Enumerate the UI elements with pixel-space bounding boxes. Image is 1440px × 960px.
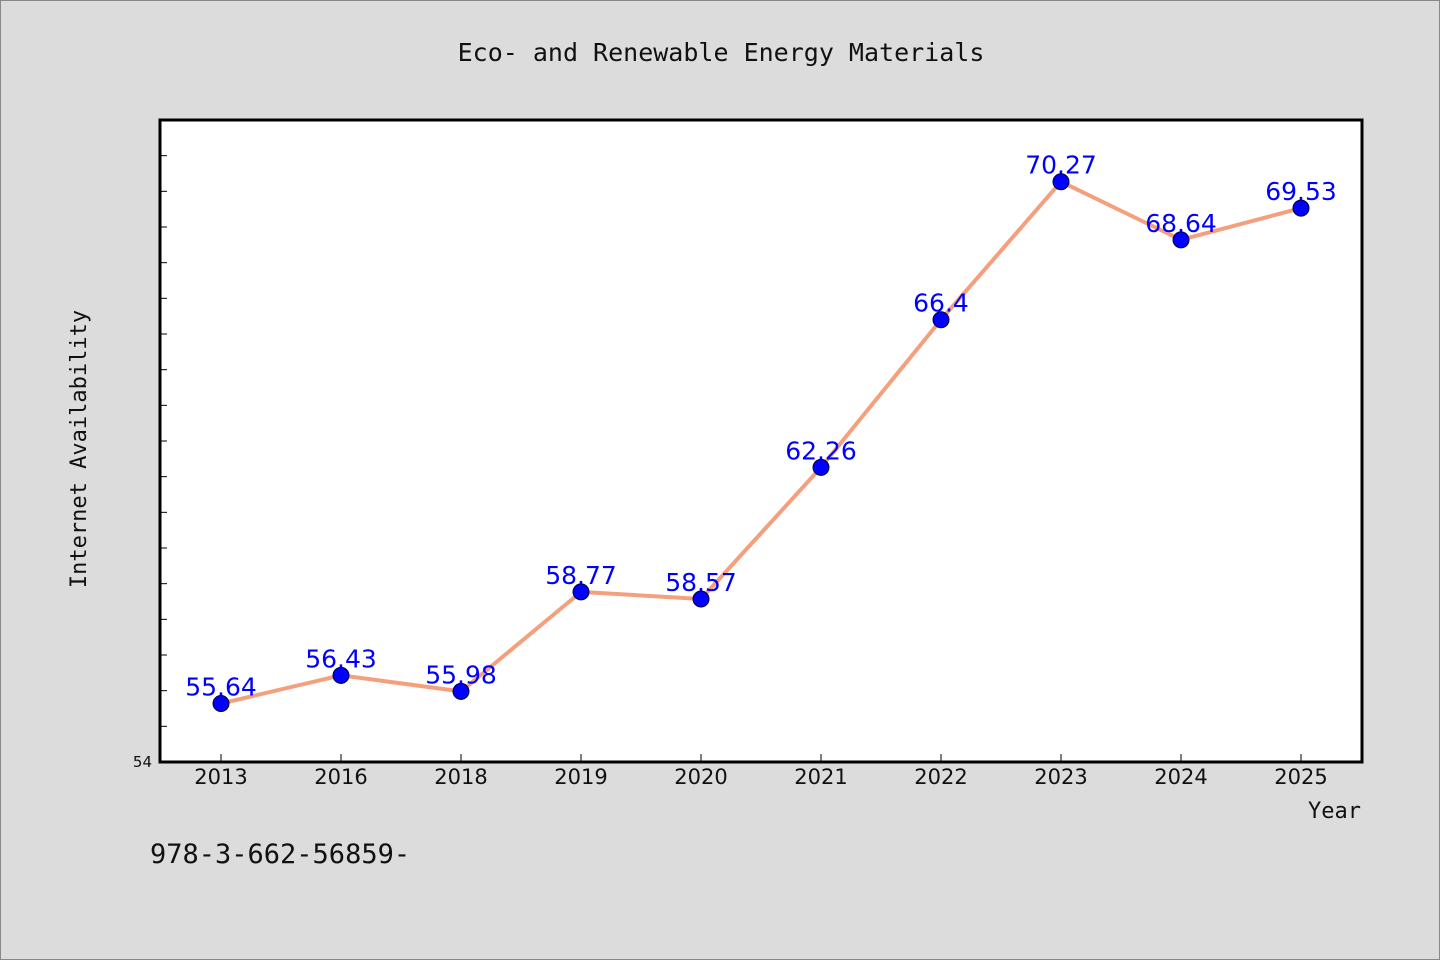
x-tick-label: 2024	[1154, 765, 1207, 789]
footer-text: 978-3-662-56859-	[150, 839, 410, 870]
x-tick-label: 2025	[1274, 765, 1327, 789]
x-tick-label: 2020	[674, 765, 727, 789]
data-point	[1172, 231, 1190, 249]
data-point	[812, 458, 830, 476]
x-axis-tick-labels: 2013 2016 2018 2019 2020 2021 2022 2023 2024 2025	[194, 765, 1327, 789]
data-point	[452, 682, 470, 700]
x-tick-label: 2013	[194, 765, 247, 789]
x-tick-label: 2016	[314, 765, 367, 789]
data-point	[1052, 173, 1070, 191]
data-point	[692, 590, 710, 608]
x-tick-label: 2023	[1034, 765, 1087, 789]
data-point	[212, 695, 230, 713]
x-tick-label: 2022	[914, 765, 967, 789]
plot-area	[158, 118, 1364, 764]
x-axis-label: Year	[1308, 799, 1361, 824]
x-tick-label: 2021	[794, 765, 847, 789]
data-point	[1292, 199, 1310, 217]
x-tick-label: 2018	[434, 765, 487, 789]
chart-title: Eco- and Renewable Energy Materials	[458, 38, 985, 67]
x-axis-ticks	[220, 754, 1302, 762]
y-axis-label: Internet Availability	[67, 310, 92, 588]
series-line	[220, 179, 1302, 706]
data-point	[932, 311, 950, 329]
data-point	[572, 583, 590, 601]
y-axis-min-label: 54	[133, 753, 152, 771]
x-tick-label: 2019	[554, 765, 607, 789]
y-axis-ticks	[160, 155, 167, 727]
data-point	[332, 666, 350, 684]
